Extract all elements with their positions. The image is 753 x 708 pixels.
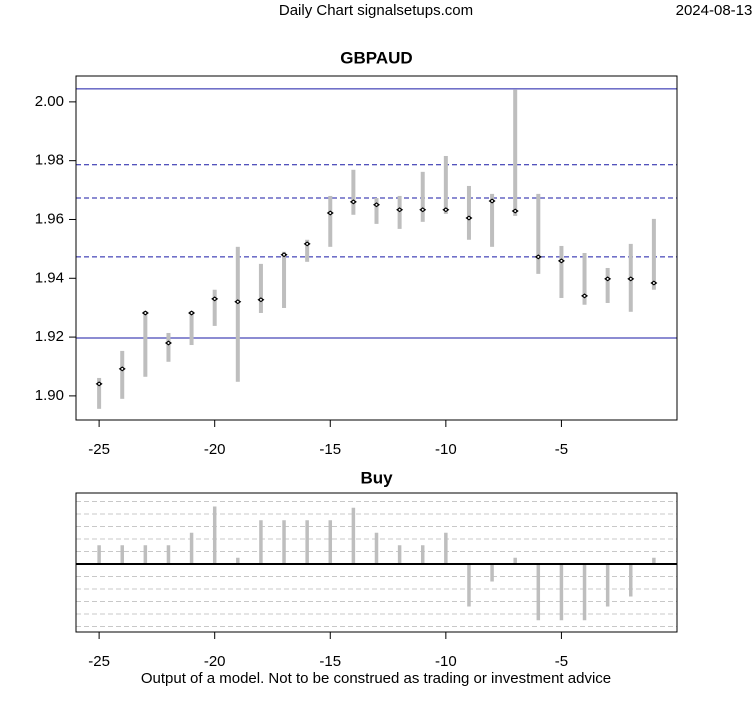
range-bar [536, 193, 541, 274]
close-dot [398, 208, 401, 211]
bar [559, 564, 564, 621]
range-bar [120, 350, 125, 399]
close-dot [98, 382, 101, 385]
range-bar [189, 310, 194, 346]
close-dot [329, 212, 332, 215]
chart-title: GBPAUD [340, 48, 412, 67]
date-label: 2024-08-13 [676, 2, 753, 19]
close-dot [190, 311, 193, 314]
range-bar [235, 246, 240, 382]
range-bar [374, 198, 379, 224]
bar [490, 564, 494, 582]
chart-title: Buy [360, 468, 393, 487]
close-dot [121, 367, 124, 370]
bar [328, 520, 333, 564]
close-dot [444, 208, 447, 211]
range-bar [97, 377, 102, 409]
range-bar [351, 169, 356, 215]
range-bar [212, 289, 217, 326]
bar [582, 564, 587, 621]
bar [282, 520, 286, 564]
x-tick-label: -10 [435, 441, 457, 458]
y-tick-label: 1.98 [35, 152, 64, 169]
y-tick-label: 1.92 [35, 328, 64, 345]
x-tick-label: -15 [319, 441, 341, 458]
range-bar [559, 245, 564, 298]
bar [351, 507, 356, 564]
bar [397, 545, 402, 564]
close-dot [375, 203, 378, 206]
bar [143, 545, 148, 564]
x-tick-label: -25 [88, 653, 110, 670]
close-dot [652, 281, 655, 284]
range-bar [582, 252, 587, 305]
y-tick-label: 1.90 [35, 387, 64, 404]
bar [536, 564, 541, 621]
bar [259, 520, 263, 564]
x-tick-label: -15 [319, 653, 341, 670]
close-dot [213, 297, 216, 300]
range-bar [513, 89, 518, 216]
range-bar [466, 185, 471, 240]
bar [420, 545, 425, 564]
range-bar [443, 155, 448, 214]
x-tick-label: -20 [204, 653, 226, 670]
range-bar [143, 310, 148, 377]
close-dot [606, 277, 609, 280]
y-tick-label: 2.00 [35, 93, 64, 110]
x-tick-label: -25 [88, 441, 110, 458]
bar [629, 564, 633, 597]
range-bar [258, 263, 263, 313]
bar [513, 557, 517, 564]
close-dot [583, 294, 586, 297]
close-dot [306, 242, 309, 245]
bar [652, 557, 656, 564]
bar [120, 545, 124, 564]
range-bar [651, 218, 656, 290]
bar [444, 532, 448, 564]
close-dot [560, 259, 563, 262]
close-dot [537, 255, 540, 258]
x-tick-label: -5 [555, 653, 568, 670]
source-label: Daily Chart signalsetups.com [279, 2, 473, 19]
bar [236, 557, 240, 564]
y-tick-label: 1.96 [35, 210, 64, 227]
close-dot [283, 253, 286, 256]
range-bar [397, 195, 402, 229]
close-dot [514, 209, 517, 212]
close-dot [491, 199, 494, 202]
bar [305, 520, 309, 564]
range-bar [166, 332, 171, 362]
bar [605, 564, 610, 607]
bar [212, 506, 217, 564]
bar [374, 532, 379, 564]
range-bar [282, 251, 287, 308]
x-tick-label: -10 [435, 653, 457, 670]
close-dot [467, 217, 470, 220]
close-dot [144, 311, 147, 314]
x-tick-label: -5 [555, 441, 568, 458]
bar [97, 545, 101, 564]
bar [467, 564, 471, 607]
bar [189, 532, 194, 564]
close-dot [259, 298, 262, 301]
range-bar [305, 239, 310, 262]
plot-frame [75, 75, 678, 421]
y-tick-label: 1.94 [35, 269, 64, 286]
range-bar [420, 171, 425, 222]
close-dot [167, 341, 170, 344]
plot-frame [75, 492, 678, 633]
disclaimer: Output of a model. Not to be construed a… [141, 670, 611, 687]
x-tick-label: -20 [204, 441, 226, 458]
close-dot [629, 277, 632, 280]
range-bar [605, 267, 610, 303]
range-bar [490, 193, 495, 247]
range-bar [328, 195, 333, 247]
close-dot [352, 200, 355, 203]
close-dot [421, 208, 424, 211]
close-dot [236, 300, 239, 303]
bar [166, 545, 171, 564]
